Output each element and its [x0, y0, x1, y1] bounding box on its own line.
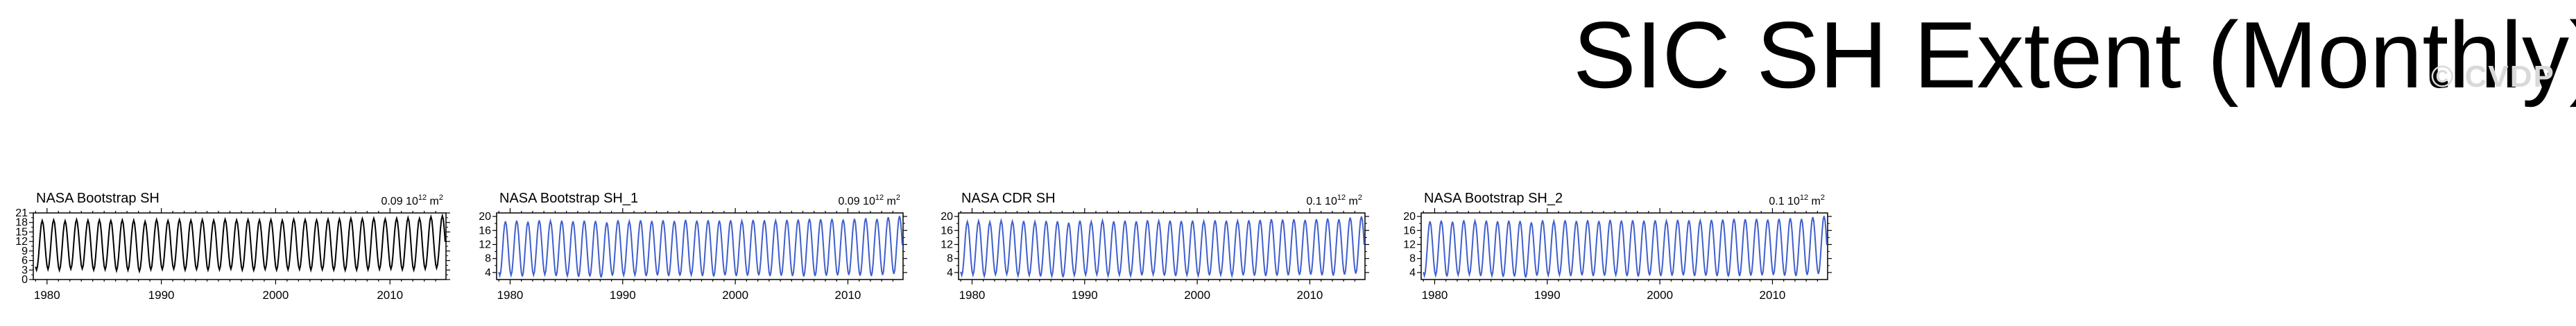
rms-value: 0.09 10: [838, 196, 875, 207]
x-tick-label: 1990: [148, 289, 175, 302]
rms-exponent: 12: [1337, 194, 1346, 202]
plot-frame: [1420, 212, 1828, 280]
y-tick-label: 20: [941, 211, 953, 223]
x-tick-label: 2000: [263, 289, 289, 302]
rms-label: 0.1 1012 m2: [1769, 194, 1825, 207]
rms-value: 0.1 10: [1769, 196, 1800, 207]
panel-title: NASA Bootstrap SH_1: [499, 191, 638, 206]
y-tick-label: 15: [15, 226, 28, 238]
rms-suffix-exponent: 2: [1358, 194, 1362, 202]
x-tick-label: 2010: [377, 289, 403, 302]
series-line: [35, 213, 446, 274]
y-tick-label: 8: [947, 253, 953, 265]
x-tick-label: 1980: [959, 289, 986, 302]
rms-exponent: 12: [418, 194, 427, 202]
y-tick-label: 16: [1403, 225, 1416, 237]
x-tick-label: 1990: [610, 289, 636, 302]
y-tick-label: 4: [947, 267, 953, 279]
x-tick-label: 1990: [1072, 289, 1098, 302]
y-tick-label: 16: [941, 225, 953, 237]
x-tick-label: 2010: [835, 289, 861, 302]
x-tick-label: 2000: [1647, 289, 1673, 302]
rms-suffix-exponent: 2: [439, 194, 443, 202]
y-tick-label: 0: [22, 274, 28, 286]
rms-exponent: 12: [875, 194, 884, 202]
y-tick-label: 12: [15, 236, 28, 248]
panel-title: NASA Bootstrap SH: [36, 191, 160, 206]
series-line: [498, 216, 903, 279]
plot-frame: [958, 212, 1366, 280]
y-tick-label: 8: [485, 253, 491, 265]
series-line: [1423, 216, 1828, 279]
x-tick-label: 1980: [497, 289, 524, 302]
rms-value: 0.09 10: [381, 196, 418, 207]
y-tick-label: 20: [479, 211, 491, 223]
watermark: © CVDP: [2431, 60, 2555, 94]
rms-label: 0.09 1012 m2: [381, 194, 443, 207]
y-tick-label: 4: [485, 267, 491, 279]
rms-suffix-exponent: 2: [1821, 194, 1825, 202]
y-tick-label: 12: [1403, 239, 1416, 250]
x-tick-label: 2010: [1760, 289, 1786, 302]
rms-label: 0.1 1012 m2: [1306, 194, 1362, 207]
y-tick-label: 12: [479, 239, 491, 250]
panel-title: NASA CDR SH: [961, 191, 1056, 206]
rms-suffix: m: [1808, 196, 1821, 207]
rms-suffix: m: [1346, 196, 1358, 207]
panel-title: NASA Bootstrap SH_2: [1424, 191, 1563, 206]
y-tick-label: 12: [941, 239, 953, 250]
y-tick-label: 21: [15, 207, 28, 219]
x-tick-label: 1980: [1422, 289, 1448, 302]
x-tick-label: 2000: [1184, 289, 1210, 302]
y-tick-label: 8: [1409, 253, 1416, 265]
x-tick-label: 2010: [1297, 289, 1323, 302]
page-title: SIC SH Extent (Monthly): [1573, 2, 2576, 108]
rms-suffix: m: [427, 196, 439, 207]
x-tick-label: 2000: [722, 289, 748, 302]
y-tick-label: 20: [1403, 211, 1416, 223]
y-tick-label: 18: [15, 217, 28, 229]
y-tick-label: 4: [1409, 267, 1416, 279]
y-tick-label: 16: [479, 225, 491, 237]
x-tick-label: 1990: [1534, 289, 1561, 302]
x-tick-label: 1980: [34, 289, 60, 302]
rms-suffix-exponent: 2: [896, 194, 900, 202]
rms-suffix: m: [884, 196, 896, 207]
y-tick-label: 6: [22, 255, 28, 267]
y-tick-label: 3: [22, 264, 28, 276]
plot-frame: [496, 212, 904, 280]
series-line: [960, 216, 1365, 279]
rms-value: 0.1 10: [1306, 196, 1337, 207]
rms-exponent: 12: [1800, 194, 1808, 202]
y-tick-label: 9: [22, 246, 28, 257]
rms-label: 0.09 1012 m2: [838, 194, 900, 207]
